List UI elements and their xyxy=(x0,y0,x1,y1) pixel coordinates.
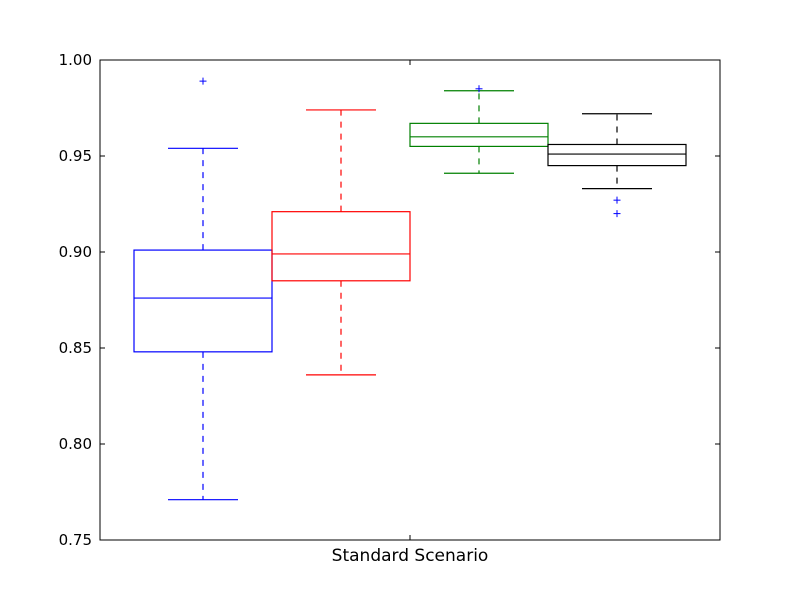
y-axis: 0.75 0.80 0.85 0.90 0.95 1.00 xyxy=(59,51,720,549)
iqr-box xyxy=(271,211,411,282)
y-tick-label: 0.80 xyxy=(59,435,92,453)
iqr-box xyxy=(547,143,687,167)
y-tick-label: 0.85 xyxy=(59,339,92,357)
y-tick-label: 1.00 xyxy=(59,51,92,69)
iqr-box xyxy=(133,249,273,353)
y-tick-label: 0.90 xyxy=(59,243,92,261)
box-group xyxy=(409,85,549,174)
box-group xyxy=(547,113,687,218)
iqr-box xyxy=(409,122,549,148)
x-axis-label: Standard Scenario xyxy=(332,546,489,566)
y-tick-label: 0.95 xyxy=(59,147,92,165)
box-group xyxy=(271,109,411,376)
plot-area xyxy=(133,77,687,501)
box-group xyxy=(133,77,273,501)
y-tick-label: 0.75 xyxy=(59,531,92,549)
